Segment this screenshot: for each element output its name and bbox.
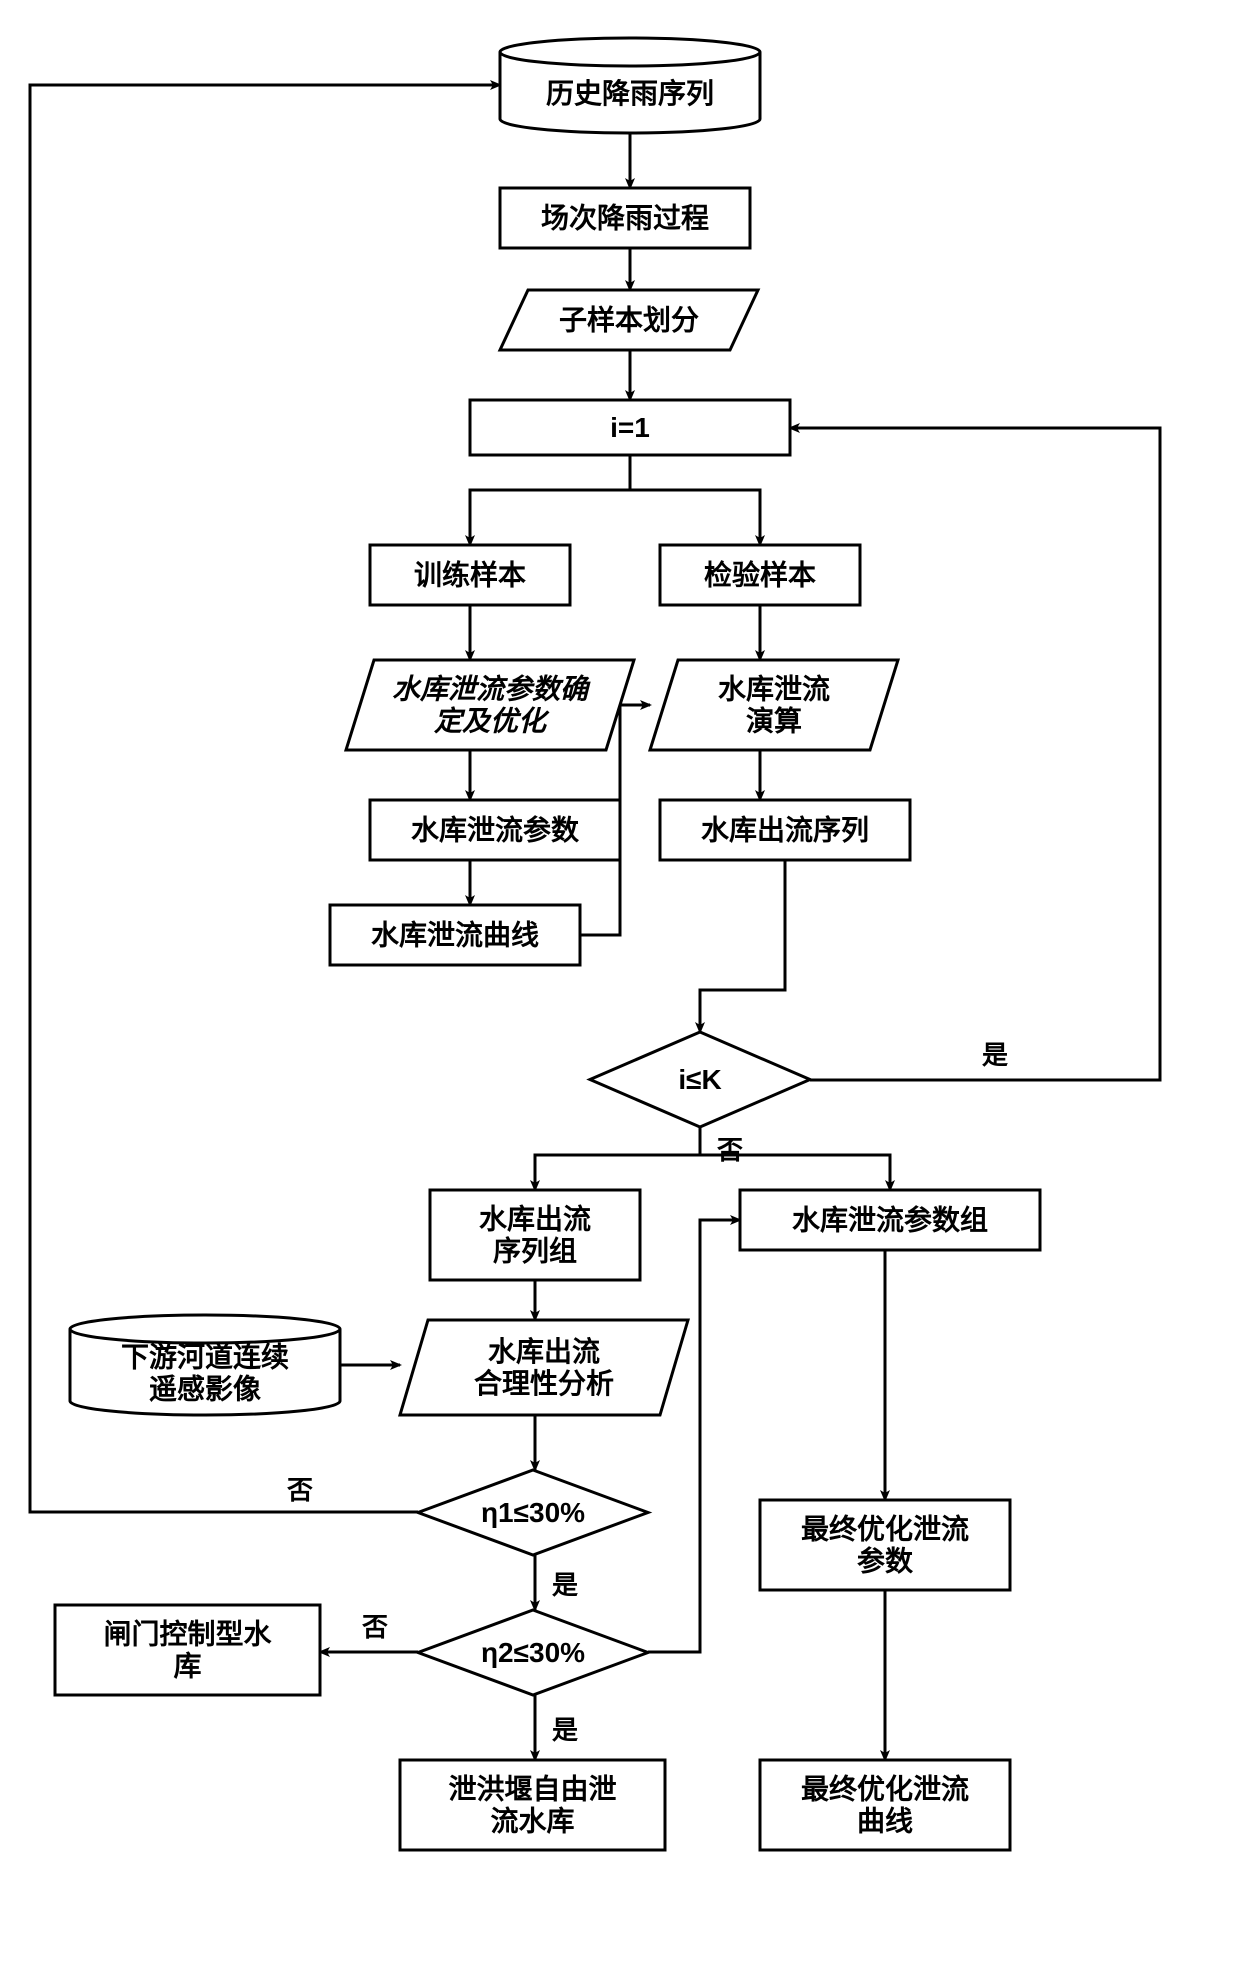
node-n_remote: 下游河道连续遥感影像 (70, 1315, 340, 1415)
edge-label: 是 (982, 1040, 1008, 1070)
node-label: 历史降雨序列 (546, 77, 714, 109)
edge (700, 860, 785, 1032)
node-n_hist: 历史降雨序列 (500, 38, 760, 133)
node-label: 水库泄流参数 (411, 814, 580, 846)
node-label: 下游河道连续 (121, 1341, 289, 1373)
node-n_eta2: η2≤30% (418, 1610, 648, 1695)
node-label: 检验样本 (704, 559, 816, 591)
node-n_paramopt: 水库泄流参数确定及优化 (346, 660, 634, 750)
edge-label: 是 (552, 1715, 578, 1745)
node-n_finalparam: 最终优化泄流参数 (760, 1500, 1010, 1590)
edge-label: 否 (287, 1475, 313, 1505)
edge (630, 490, 760, 545)
node-label: 泄洪堰自由泄 (448, 1774, 616, 1805)
node-label: 训练样本 (414, 559, 526, 591)
node-label: 水库出流 (488, 1336, 600, 1367)
node-n_i1: i=1 (470, 400, 790, 455)
node-label: 场次降雨过程 (541, 203, 709, 234)
node-label: η2≤30% (481, 1637, 585, 1668)
node-n_test: 检验样本 (660, 545, 860, 605)
node-n_param: 水库泄流参数 (370, 800, 620, 860)
node-label: 合理性分析 (474, 1367, 614, 1399)
node-label: 序列组 (493, 1235, 577, 1267)
node-n_eta1: η1≤30% (418, 1470, 648, 1555)
node-n_calc: 水库泄流演算 (650, 660, 898, 750)
node-n_split: 子样本划分 (500, 290, 758, 350)
node-label: i=1 (610, 412, 650, 443)
node-n_ik: i≤K (590, 1032, 810, 1127)
node-n_finalcurve: 最终优化泄流曲线 (760, 1760, 1010, 1850)
edge-label: 否 (362, 1612, 388, 1642)
node-n_gate: 闸门控制型水库 (55, 1605, 320, 1695)
node-label: 库 (173, 1651, 201, 1682)
node-label: 水库泄流曲线 (371, 920, 539, 951)
edge (535, 1155, 700, 1190)
node-n_event: 场次降雨过程 (500, 188, 750, 248)
node-label: 参数 (857, 1545, 914, 1577)
nodes-layer: 历史降雨序列场次降雨过程子样本划分i=1训练样本检验样本水库泄流参数确定及优化水… (55, 38, 1040, 1850)
node-n_paramgrp: 水库泄流参数组 (740, 1190, 1040, 1250)
node-n_curve: 水库泄流曲线 (330, 905, 580, 965)
node-label: 水库泄流参数组 (792, 1204, 988, 1236)
node-label: 最终优化泄流 (801, 1514, 969, 1545)
edge-label: 否 (717, 1135, 743, 1165)
node-n_reason: 水库出流合理性分析 (400, 1320, 688, 1415)
node-label: 最终优化泄流 (801, 1774, 969, 1805)
node-label: 水库泄流 (718, 674, 830, 705)
node-label: 水库出流序列 (701, 814, 869, 846)
node-label: 曲线 (857, 1806, 913, 1837)
edge (648, 1220, 740, 1652)
edge (470, 490, 630, 545)
node-label: 子样本划分 (559, 304, 699, 336)
edge-label: 是 (552, 1570, 578, 1600)
node-label: 演算 (746, 705, 802, 737)
node-n_outgrp: 水库出流序列组 (430, 1190, 640, 1280)
node-label: i≤K (678, 1064, 721, 1095)
node-label: η1≤30% (481, 1497, 585, 1528)
node-label: 遥感影像 (149, 1374, 262, 1405)
edge (790, 428, 1160, 1080)
node-label: 水库泄流参数确 (392, 674, 591, 705)
node-n_free: 泄洪堰自由泄流水库 (400, 1760, 665, 1850)
node-label: 流水库 (490, 1806, 574, 1837)
node-n_train: 训练样本 (370, 545, 570, 605)
node-label: 水库出流 (479, 1204, 591, 1235)
flowchart-diagram: 是否否是否是历史降雨序列场次降雨过程子样本划分i=1训练样本检验样本水库泄流参数… (0, 0, 1240, 1976)
node-label: 定及优化 (433, 706, 550, 737)
node-n_outseq: 水库出流序列 (660, 800, 910, 860)
node-label: 闸门控制型水 (103, 1619, 272, 1650)
